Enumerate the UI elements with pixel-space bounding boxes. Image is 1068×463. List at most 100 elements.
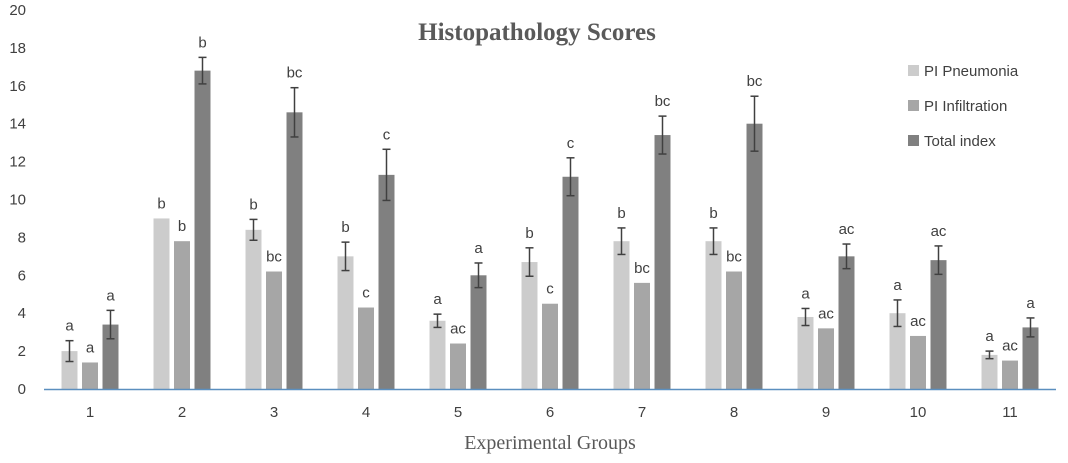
x-tick-label: 3 (270, 404, 278, 421)
significance-label: b (198, 34, 206, 51)
bar-pi-pneumonia (613, 241, 630, 389)
legend-swatch (908, 65, 919, 76)
bar-pi-infiltration (82, 362, 98, 389)
significance-label: b (617, 205, 625, 222)
y-tick-label: 12 (9, 154, 26, 171)
legend-swatch (908, 135, 919, 146)
bar-total-index (654, 135, 671, 389)
y-axis-ticks: 0 2 4 6 8 10 12 14 16 18 20 (9, 2, 26, 398)
significance-label: a (801, 285, 810, 302)
significance-label: ac (818, 305, 834, 322)
significance-label: c (546, 281, 554, 298)
bar-total-index (1022, 327, 1039, 389)
bar-pi-infiltration (1002, 360, 1018, 389)
y-tick-label: 18 (9, 40, 26, 57)
y-tick-label: 6 (18, 267, 26, 284)
significance-label: b (157, 195, 165, 212)
significance-label: a (106, 287, 115, 304)
x-tick-label: 11 (1002, 404, 1018, 421)
legend: PI Pneumonia PI Infiltration Total index (908, 63, 1019, 150)
significance-label: ac (931, 223, 947, 240)
significance-label: c (567, 135, 575, 152)
bar-total-index (194, 70, 211, 389)
error-bars (65, 56, 1035, 363)
bar-pi-infiltration (818, 328, 834, 389)
y-tick-label: 8 (18, 229, 26, 246)
bar-total-index (746, 123, 763, 389)
legend-label: PI Pneumonia (924, 63, 1019, 80)
y-tick-label: 20 (9, 2, 26, 19)
bar-pi-pneumonia (981, 354, 998, 389)
legend-label: Total index (924, 133, 996, 150)
y-tick-label: 16 (9, 78, 26, 95)
significance-label: b (249, 196, 257, 213)
x-axis-ticks: 1 2 3 4 5 6 7 8 9 10 11 (86, 404, 1018, 421)
x-tick-label: 9 (822, 404, 830, 421)
significance-label: a (1026, 295, 1035, 312)
bar-pi-infiltration (542, 303, 558, 389)
y-tick-label: 0 (18, 381, 26, 398)
x-tick-label: 4 (362, 404, 370, 421)
significance-label: bc (655, 93, 671, 110)
bar-pi-infiltration (634, 282, 650, 389)
x-tick-label: 8 (730, 404, 738, 421)
bar-total-index (102, 324, 119, 389)
significance-label: b (525, 225, 533, 242)
bar-pi-pneumonia (521, 262, 538, 389)
x-tick-label: 7 (638, 404, 646, 421)
x-tick-label: 2 (178, 404, 186, 421)
bar-pi-pneumonia (705, 241, 722, 389)
legend-label: PI Infiltration (924, 98, 1007, 115)
bar-pi-infiltration (450, 343, 466, 389)
significance-label: b (709, 205, 717, 222)
significance-label: ac (910, 313, 926, 330)
bar-pi-pneumonia (61, 351, 78, 389)
significance-label: b (178, 218, 186, 235)
bar-pi-infiltration (358, 307, 374, 389)
bar-pi-pneumonia (889, 313, 906, 389)
significance-label: a (985, 328, 994, 345)
significance-label: ac (1002, 338, 1018, 355)
bar-pi-infiltration (174, 241, 190, 389)
bar-pi-pneumonia (797, 316, 814, 389)
bar-pi-pneumonia (153, 218, 170, 389)
significance-label: bc (287, 65, 303, 82)
x-tick-label: 5 (454, 404, 462, 421)
significance-label: a (433, 291, 442, 308)
bars (61, 70, 1039, 389)
significance-label: bc (747, 73, 763, 90)
bar-pi-pneumonia (429, 320, 446, 389)
x-axis-title: Experimental Groups (464, 432, 636, 454)
y-tick-label: 4 (18, 305, 26, 322)
bar-pi-pneumonia (245, 229, 262, 389)
bar-total-index (838, 256, 855, 389)
y-tick-label: 10 (9, 192, 26, 209)
significance-labels: aaabbbbbcbcbccaacabccbbcbcbbcbcaacacaaca… (65, 34, 1035, 356)
chart-title: Histopathology Scores (418, 19, 656, 46)
bar-total-index (286, 112, 303, 389)
significance-label: c (383, 126, 391, 143)
bar-pi-pneumonia (337, 256, 354, 389)
bar-pi-infiltration (726, 271, 742, 389)
significance-label: a (65, 318, 74, 335)
significance-label: b (341, 219, 349, 236)
bar-total-index (562, 176, 579, 389)
significance-label: a (474, 240, 483, 257)
legend-swatch (908, 100, 919, 111)
significance-label: a (893, 277, 902, 294)
significance-label: c (362, 285, 370, 302)
bar-pi-infiltration (266, 271, 282, 389)
bar-pi-infiltration (910, 335, 926, 389)
x-tick-label: 1 (86, 404, 94, 421)
significance-label: ac (450, 321, 466, 338)
significance-label: bc (726, 249, 742, 266)
x-tick-label: 6 (546, 404, 554, 421)
bar-total-index (378, 174, 395, 389)
significance-label: ac (839, 221, 855, 238)
significance-label: bc (634, 260, 650, 277)
x-tick-label: 10 (910, 404, 927, 421)
significance-label: a (86, 339, 95, 356)
bar-total-index (470, 275, 487, 389)
y-tick-label: 14 (9, 116, 26, 133)
